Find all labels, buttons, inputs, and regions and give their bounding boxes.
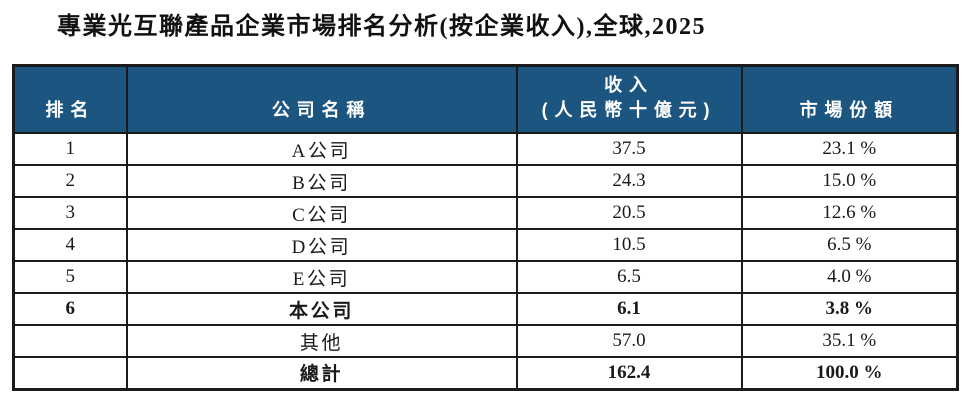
cell-company: A公司 xyxy=(125,132,518,166)
cell-revenue: 37.5 xyxy=(515,132,743,166)
cell-share: 6.5 % xyxy=(740,228,959,262)
cell-rank: 6 xyxy=(12,292,128,326)
header-share-label: 市場份額 xyxy=(799,100,899,120)
cell-rank: 2 xyxy=(12,164,128,198)
cell-rank: 1 xyxy=(12,132,128,166)
cell-rank: 5 xyxy=(12,260,128,294)
cell-share: 100.0 % xyxy=(740,356,959,390)
cell-company: D公司 xyxy=(125,228,518,262)
table-header: 排名 公司名稱 收入 (人民幣十億元) 市場份額 xyxy=(12,64,959,134)
cell-revenue: 162.4 xyxy=(515,356,743,390)
cell-company: 其他 xyxy=(125,324,518,358)
cell-rank xyxy=(12,324,128,358)
table-row: 總計 162.4 100.0 % xyxy=(12,356,959,390)
table-row: 6 本公司 6.1 3.8 % xyxy=(12,292,959,326)
cell-revenue: 10.5 xyxy=(515,228,743,262)
table-row: 4 D公司 10.5 6.5 % xyxy=(12,228,959,262)
table-row: 2 B公司 24.3 15.0 % xyxy=(12,164,959,198)
cell-revenue: 20.5 xyxy=(515,196,743,230)
table-body: 1 A公司 37.5 23.1 % 2 B公司 24.3 15.0 % 3 C公司 20.5 12.6… xyxy=(12,132,959,390)
cell-share: 4.0 % xyxy=(740,260,959,294)
cell-company: E公司 xyxy=(125,260,518,294)
page-title: 專業光互聯產品企業市場排名分析(按企業收入),全球,2025 xyxy=(57,14,706,40)
market-ranking-table: 排名 公司名稱 收入 (人民幣十億元) 市場份額 1 A公司 37.5 23.1 % 2… xyxy=(12,64,959,391)
header-revenue-label-line1: 收入 xyxy=(604,75,654,95)
table-header-row: 排名 公司名稱 收入 (人民幣十億元) 市場份額 xyxy=(12,64,959,134)
table-row: 其他 57.0 35.1 % xyxy=(12,324,959,358)
cell-company: 總計 xyxy=(125,356,518,390)
cell-share: 12.6 % xyxy=(740,196,959,230)
cell-rank: 4 xyxy=(12,228,128,262)
cell-rank: 3 xyxy=(12,196,128,230)
cell-revenue: 6.5 xyxy=(515,260,743,294)
header-revenue-label-line2: (人民幣十億元) xyxy=(541,100,717,120)
header-company-label: 公司名稱 xyxy=(271,100,372,120)
table-row: 3 C公司 20.5 12.6 % xyxy=(12,196,959,230)
header-rank: 排名 xyxy=(12,64,128,134)
cell-company: B公司 xyxy=(125,164,518,198)
header-company: 公司名稱 xyxy=(125,64,518,134)
cell-revenue: 57.0 xyxy=(515,324,743,358)
cell-company: 本公司 xyxy=(125,292,518,326)
header-rank-label: 排名 xyxy=(45,100,96,120)
cell-share: 3.8 % xyxy=(740,292,959,326)
cell-share: 23.1 % xyxy=(740,132,959,166)
table-row: 1 A公司 37.5 23.1 % xyxy=(12,132,959,166)
cell-rank xyxy=(12,356,128,390)
header-revenue: 收入 (人民幣十億元) xyxy=(515,64,743,134)
cell-revenue: 6.1 xyxy=(515,292,743,326)
cell-revenue: 24.3 xyxy=(515,164,743,198)
header-share: 市場份額 xyxy=(740,64,959,134)
cell-share: 35.1 % xyxy=(740,324,959,358)
cell-company: C公司 xyxy=(125,196,518,230)
table-row: 5 E公司 6.5 4.0 % xyxy=(12,260,959,294)
cell-share: 15.0 % xyxy=(740,164,959,198)
